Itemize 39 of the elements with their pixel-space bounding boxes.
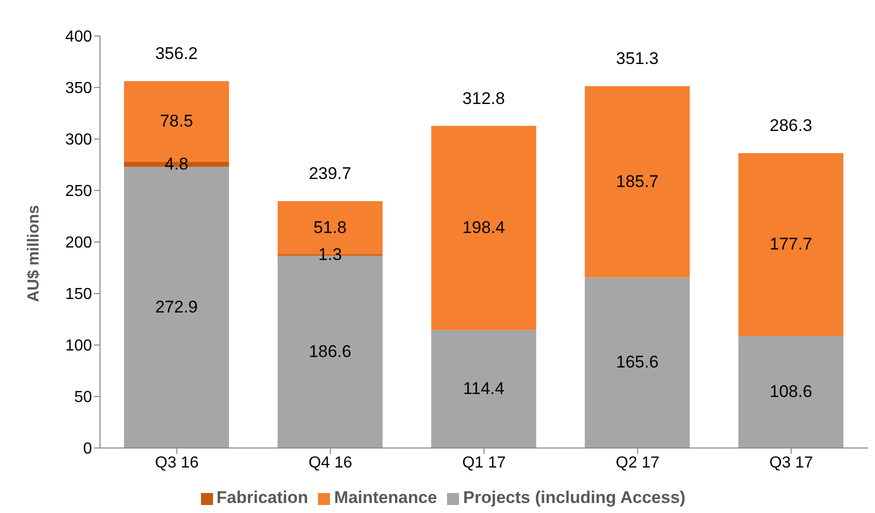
x-tick-label: Q3 17 bbox=[769, 454, 814, 472]
y-tick-label: 100 bbox=[65, 338, 92, 355]
total-label: 356.2 bbox=[155, 44, 198, 64]
data-label: 272.9 bbox=[155, 297, 198, 316]
y-axis-title: AU$ millions bbox=[26, 204, 43, 302]
data-label: 186.6 bbox=[308, 342, 352, 361]
total-label: 351.3 bbox=[616, 49, 659, 68]
legend-label: Maintenance bbox=[334, 488, 438, 507]
data-label: 185.7 bbox=[616, 172, 659, 191]
bar bbox=[431, 126, 536, 330]
bar bbox=[431, 330, 536, 448]
bar bbox=[584, 86, 690, 278]
y-tick-label: 300 bbox=[65, 132, 92, 149]
y-tick-label: 400 bbox=[65, 28, 92, 46]
data-label: 78.5 bbox=[160, 112, 194, 131]
x-tick-label: Q1 17 bbox=[462, 454, 506, 472]
x-tick-label: Q3 16 bbox=[155, 454, 199, 472]
bar bbox=[738, 153, 844, 336]
data-label: 114.4 bbox=[463, 379, 504, 398]
total-label: 239.7 bbox=[308, 164, 352, 184]
y-tick-label: 250 bbox=[65, 183, 92, 200]
legend-label: Fabrication bbox=[216, 488, 308, 507]
total-label: 312.8 bbox=[462, 88, 505, 108]
data-label: 108.6 bbox=[770, 382, 812, 402]
y-tick-label: 50 bbox=[74, 389, 92, 406]
data-label: 51.8 bbox=[314, 218, 347, 237]
y-tick-label: 150 bbox=[65, 286, 92, 304]
bar bbox=[584, 277, 690, 448]
x-tick-label: Q2 17 bbox=[616, 454, 660, 472]
y-tick-label: 350 bbox=[65, 80, 92, 98]
data-label: 198.4 bbox=[462, 218, 505, 237]
data-label: 177.7 bbox=[770, 234, 812, 254]
bar bbox=[738, 336, 844, 448]
y-tick-label: 200 bbox=[65, 234, 92, 252]
data-label: 165.6 bbox=[616, 352, 659, 372]
x-tick-label: Q4 16 bbox=[308, 454, 352, 472]
total-label: 286.3 bbox=[770, 116, 812, 136]
y-tick-label: 0 bbox=[83, 440, 92, 458]
legend-label: Projects (including Access) bbox=[463, 488, 686, 507]
